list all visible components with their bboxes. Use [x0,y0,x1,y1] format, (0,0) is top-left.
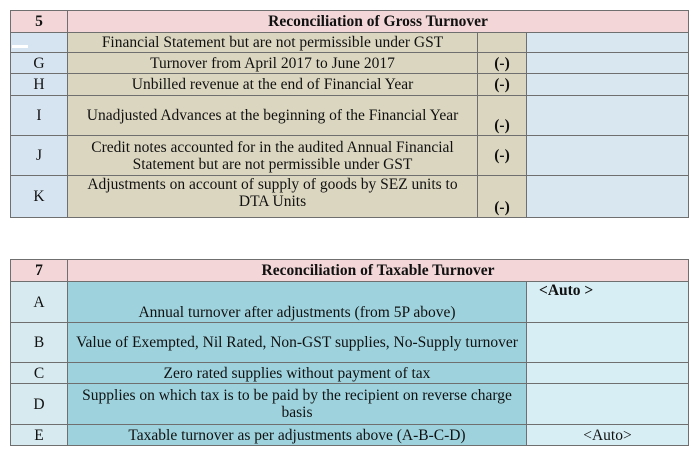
table-row: G Turnover from April 2017 to June 2017 … [10,52,690,74]
table-row: E Taxable turnover as per adjustments ab… [10,424,689,446]
table-row: H Unbilled revenue at the end of Financi… [10,73,690,96]
row-code: I [10,95,68,136]
table-row: B Value of Exempted, Nil Rated, Non-GST … [10,322,689,363]
row-description: Turnover from April 2017 to June 2017 [67,52,478,74]
gross-turnover-table: 5 Reconciliation of Gross Turnover Finan… [10,10,690,218]
row-code: C [10,362,68,384]
row-code: B [10,322,68,363]
row-value-cell[interactable] [526,362,689,384]
auto-value-cell[interactable]: <Auto > [526,281,689,323]
taxable-turnover-table: 7 Reconciliation of Taxable Turnover A A… [10,259,689,446]
row-sign [477,32,527,53]
table-row: I Unadjusted Advances at the beginning o… [10,95,690,136]
row-description: Taxable turnover as per adjustments abov… [67,424,527,446]
row-value-cell[interactable] [525,32,690,53]
row-code: K [10,175,68,218]
row-description: Supplies on which tax is to be paid by t… [67,383,527,425]
row-code: J [10,135,68,176]
row-value-cell[interactable] [525,73,690,96]
table-row: Financial Statement but are not permissi… [10,32,690,53]
auto-value-cell[interactable]: <Auto> [526,424,689,446]
table-header-row: 7 Reconciliation of Taxable Turnover [10,259,689,282]
section-number: 5 [10,10,68,33]
section-number: 7 [10,259,68,282]
row-description: Annual turnover after adjustments (from … [67,281,527,323]
table-row: D Supplies on which tax is to be paid by… [10,383,689,425]
table-row: J Credit notes accounted for in the audi… [10,135,690,176]
table-row: C Zero rated supplies without payment of… [10,362,689,384]
row-description: Unbilled revenue at the end of Financial… [67,73,478,96]
row-value-cell[interactable] [525,95,690,136]
row-sign: (-) [477,73,527,96]
row-code: G [10,52,68,74]
row-code: H [10,73,68,96]
row-description: Credit notes accounted for in the audite… [67,135,478,176]
row-sign: (-) [477,95,527,136]
section-title: Reconciliation of Taxable Turnover [67,259,689,282]
row-sign: (-) [477,135,527,176]
row-code: A [10,281,68,323]
row-description: Adjustments on account of supply of good… [67,175,478,218]
row-value-cell[interactable] [526,383,689,425]
row-value-cell[interactable] [526,322,689,363]
cell-marker [12,45,28,48]
auto-value: <Auto > [539,282,594,300]
table-row: K Adjustments on account of supply of go… [10,175,690,218]
table-row: A Annual turnover after adjustments (fro… [10,281,689,323]
row-code: D [10,383,68,425]
row-description: Financial Statement but are not permissi… [67,32,478,53]
row-sign: (-) [477,52,527,74]
row-value-cell[interactable] [525,52,690,74]
row-value-cell[interactable] [525,135,690,176]
row-value-cell[interactable] [525,175,690,218]
row-description: Unadjusted Advances at the beginning of … [67,95,478,136]
row-description: Value of Exempted, Nil Rated, Non-GST su… [67,322,527,363]
row-code [10,32,68,53]
table-header-row: 5 Reconciliation of Gross Turnover [10,10,690,33]
section-title: Reconciliation of Gross Turnover [66,10,690,33]
row-code: E [10,424,68,446]
row-description: Zero rated supplies without payment of t… [67,362,527,384]
row-sign: (-) [477,175,527,218]
